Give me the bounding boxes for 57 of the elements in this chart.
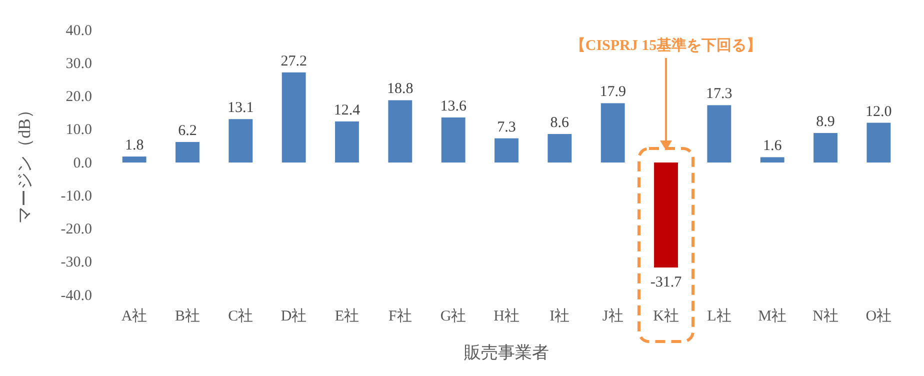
x-tick-label: D社	[280, 308, 307, 325]
x-tick-label: E社	[334, 308, 360, 325]
y-tick-label: -40.0	[60, 288, 92, 304]
bar	[600, 103, 625, 162]
y-tick-label: -20.0	[60, 222, 92, 238]
x-tick-label: I社	[550, 308, 570, 325]
bar	[654, 162, 678, 268]
bar	[707, 105, 732, 162]
bar	[760, 157, 784, 162]
data-label: 6.2	[178, 122, 197, 139]
data-label: 12.4	[334, 102, 361, 118]
x-tick-label: B社	[174, 308, 200, 325]
y-tick-label: 10.0	[66, 122, 92, 138]
x-tick-label: F社	[388, 308, 412, 325]
data-label: 17.3	[706, 86, 732, 102]
bar	[122, 156, 146, 162]
bar	[866, 122, 891, 162]
data-label: 1.8	[124, 138, 144, 154]
data-label: 7.3	[497, 119, 516, 136]
x-tick-label: K社	[653, 308, 679, 325]
x-tick-label: H社	[494, 308, 520, 325]
bar	[176, 142, 200, 162]
annotation: 【CISPRJ 15基準を下回る】	[570, 37, 762, 54]
x-tick-label: G社	[440, 308, 466, 325]
x-tick-label: N社	[812, 308, 838, 325]
data-label: 12.0	[866, 104, 892, 120]
data-label: 8.6	[550, 115, 570, 132]
x-tick-label: C社	[228, 308, 254, 325]
data-label: 8.9	[816, 114, 835, 130]
x-tick-label: A社	[121, 308, 148, 325]
x-tick-label: O社	[866, 308, 892, 325]
data-label: 1.6	[762, 138, 782, 154]
data-label: 17.9	[600, 84, 626, 100]
data-label: 27.2	[280, 53, 307, 70]
data-label: 13.6	[440, 98, 467, 114]
bar	[441, 117, 466, 162]
y-tick-label: -10.0	[60, 188, 92, 204]
y-tick-label: -30.0	[60, 254, 92, 271]
data-label: 18.8	[387, 81, 414, 98]
y-tick-label: 20.0	[66, 89, 92, 106]
x-tick-label: M社	[758, 308, 787, 325]
y-tick-label: 0.0	[73, 155, 92, 172]
y-axis-title: マージン（dB）	[15, 102, 34, 224]
bar	[282, 72, 306, 162]
x-axis-title: 販売事業者	[464, 343, 549, 362]
bar	[494, 138, 518, 162]
x-tick-label: L社	[707, 308, 732, 325]
bar	[335, 121, 359, 162]
data-label: 13.1	[228, 100, 254, 116]
y-tick-label: 30.0	[66, 56, 92, 72]
x-tick-label: J社	[602, 308, 624, 325]
bar	[814, 133, 838, 162]
bar	[548, 134, 572, 162]
bar	[228, 119, 253, 162]
data-label: -31.7	[650, 274, 682, 291]
y-tick-label: 40.0	[66, 22, 92, 39]
bar	[388, 100, 412, 162]
